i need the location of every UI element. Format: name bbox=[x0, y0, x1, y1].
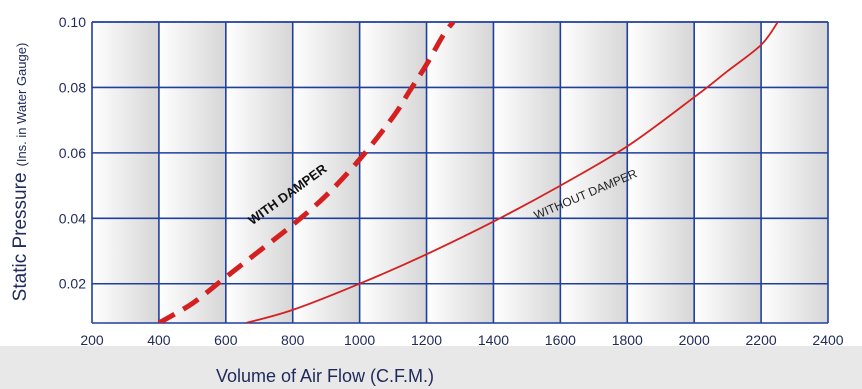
y-tick-label: 0.02 bbox=[59, 276, 86, 292]
x-tick-label: 2400 bbox=[812, 332, 843, 348]
footer-band bbox=[0, 346, 862, 389]
plot-band bbox=[493, 22, 561, 323]
plot-band bbox=[627, 22, 695, 323]
tick-labels: 200 400 600 800 1000 1200 1400 1600 1800 2000 2200… bbox=[59, 14, 844, 348]
y-tick-label: 0.10 bbox=[59, 14, 86, 30]
x-tick-label: 2200 bbox=[746, 332, 777, 348]
y-axis-label: Static Pressure (Ins. in Water Gauge) bbox=[10, 43, 31, 302]
x-tick-label: 1200 bbox=[411, 332, 442, 348]
y-axis-label-sub: (Ins. in Water Gauge) bbox=[14, 43, 29, 167]
grid-lines bbox=[91, 21, 829, 324]
x-tick-label: 1600 bbox=[545, 332, 576, 348]
plot-band bbox=[292, 22, 360, 323]
x-axis-label: Volume of Air Flow (C.F.M.) bbox=[216, 366, 434, 386]
curve-with-damper bbox=[157, 22, 456, 323]
y-tick-label: 0.04 bbox=[59, 210, 86, 226]
y-axis-label-main: Static Pressure bbox=[10, 172, 31, 301]
x-tick-label: 1000 bbox=[344, 332, 375, 348]
plot-band bbox=[426, 22, 494, 323]
curve-without-damper bbox=[245, 22, 779, 323]
x-tick-label: 1800 bbox=[612, 332, 643, 348]
x-tick-label: 1400 bbox=[478, 332, 509, 348]
x-tick-label: 200 bbox=[80, 332, 104, 348]
curves bbox=[157, 22, 779, 323]
plot-band bbox=[359, 22, 427, 323]
plot-background bbox=[92, 22, 828, 323]
x-tick-label: 400 bbox=[147, 332, 171, 348]
plot-band bbox=[158, 22, 226, 323]
plot-band bbox=[694, 22, 762, 323]
x-tick-label: 800 bbox=[281, 332, 305, 348]
x-tick-label: 2000 bbox=[679, 332, 710, 348]
plot-band bbox=[92, 22, 159, 323]
y-tick-label: 0.08 bbox=[59, 79, 86, 95]
plot-band bbox=[761, 22, 828, 323]
y-tick-label: 0.06 bbox=[59, 145, 86, 161]
x-tick-label: 600 bbox=[214, 332, 238, 348]
plot-band bbox=[225, 22, 293, 323]
plot-band bbox=[560, 22, 628, 323]
